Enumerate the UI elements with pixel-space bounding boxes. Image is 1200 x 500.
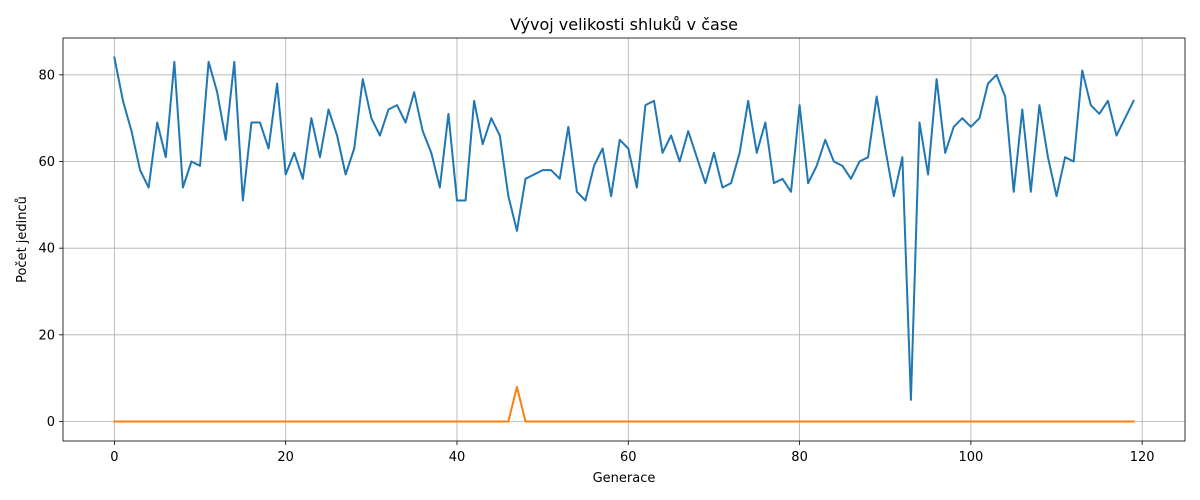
series-line-2 [113, 385, 1135, 423]
x-tick-label: 60 [620, 450, 637, 465]
chart-title: Vývoj velikosti shluků v čase [510, 15, 738, 34]
x-tick-label: 120 [1130, 450, 1155, 465]
y-tick-label: 0 [47, 415, 55, 430]
x-tick-label: 80 [791, 450, 808, 465]
x-axis-label: Generace [593, 471, 656, 486]
y-tick-label: 60 [38, 155, 55, 170]
y-tick-label: 40 [38, 242, 55, 257]
series-lines [113, 56, 1135, 423]
x-tick-label: 20 [277, 450, 294, 465]
series-line-1 [113, 56, 1135, 401]
y-tick-label: 80 [38, 68, 55, 83]
x-tick-label: 100 [958, 450, 983, 465]
x-tick-label: 40 [449, 450, 466, 465]
y-axis-label: Počet jedinců [15, 196, 30, 283]
x-tick-label: 0 [110, 450, 118, 465]
plot-frame [62, 37, 1186, 442]
axis-ticks: 0 20 40 60 80 100 120 0 20 40 60 80 [38, 68, 1154, 465]
y-tick-label: 20 [38, 328, 55, 343]
